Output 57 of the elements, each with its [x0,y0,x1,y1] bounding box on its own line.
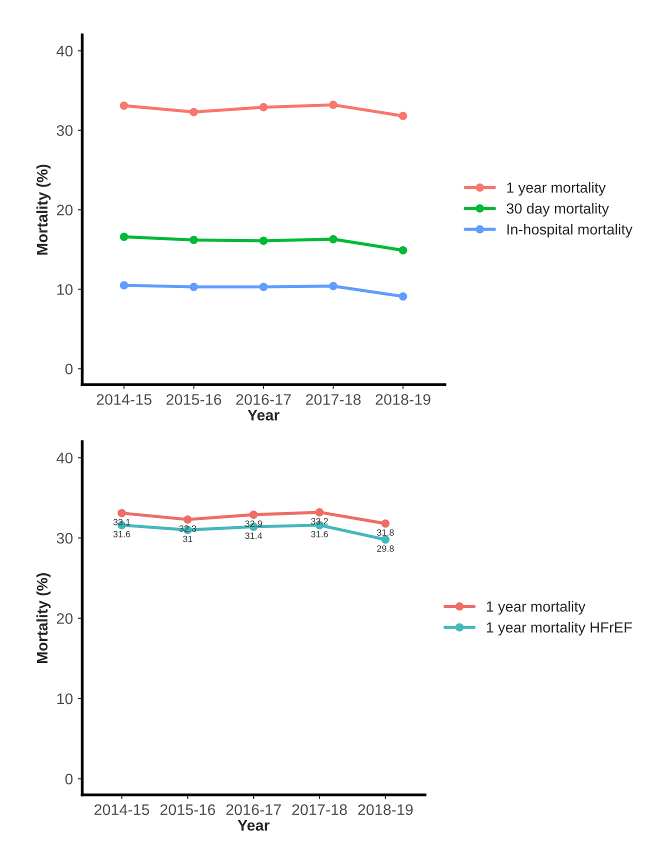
point [398,292,408,301]
y-tick-label: 40 [56,452,73,464]
point [398,112,408,120]
y-axis-title: Mortality (%) [36,573,51,664]
data-label: 31.8 [376,529,394,536]
x-tick-label: 2015-16 [160,804,216,816]
x-axis-title: Year [238,820,270,831]
data-label: 31.6 [113,530,130,538]
point [120,101,128,110]
x-tick-label: 2017-18 [306,394,361,405]
x-axis-title: Year [248,410,280,421]
y-tick-label: 0 [65,774,73,784]
point [184,515,192,524]
x-tick-label: 2016-17 [236,394,291,405]
point [259,103,268,112]
x-tick-label: 2017-18 [292,804,347,816]
point [259,236,268,245]
point [259,282,268,292]
legend-label: 1 year mortality HFrEF [486,622,632,636]
data-label: 33.1 [113,518,130,526]
point [329,282,338,290]
point [315,508,324,516]
x-tick-label: 2015-16 [166,394,222,405]
x-tick-label: 2018-19 [376,394,430,405]
point [398,246,408,254]
point [120,232,128,241]
y-tick-label: 10 [57,693,73,704]
legend-label: 1 year mortality [486,601,586,615]
legend-label: 30 day mortality [506,202,609,217]
point [329,100,338,110]
x-tick-label: 2014-15 [94,804,150,816]
y-tick-label: 0 [65,364,73,374]
data-label: 31.4 [245,532,262,539]
y-tick-label: 10 [57,284,73,295]
y-tick-label: 30 [56,532,73,544]
data-label: 31 [183,536,192,542]
legend-label: In-hospital mortality [507,224,632,238]
data-label: 31.6 [311,530,328,538]
data-label: 29.8 [377,545,394,552]
point [190,236,198,244]
y-tick-label: 20 [56,204,73,216]
x-tick-label: 2014-15 [96,394,152,405]
point [118,508,126,518]
y-axis-title: Mortality (%) [36,164,51,255]
point [120,281,128,290]
x-tick-label: 2018-19 [358,804,413,816]
point [190,108,198,116]
point [249,510,258,519]
data-label: 33.2 [311,518,328,524]
point [381,519,390,528]
x-tick-label: 2016-17 [226,804,281,816]
point [329,235,338,244]
legend-label: 1 year mortality [507,182,606,196]
y-tick-label: 30 [56,125,73,136]
y-tick-label: 40 [56,46,73,56]
point [190,282,198,292]
y-tick-label: 20 [56,613,73,624]
